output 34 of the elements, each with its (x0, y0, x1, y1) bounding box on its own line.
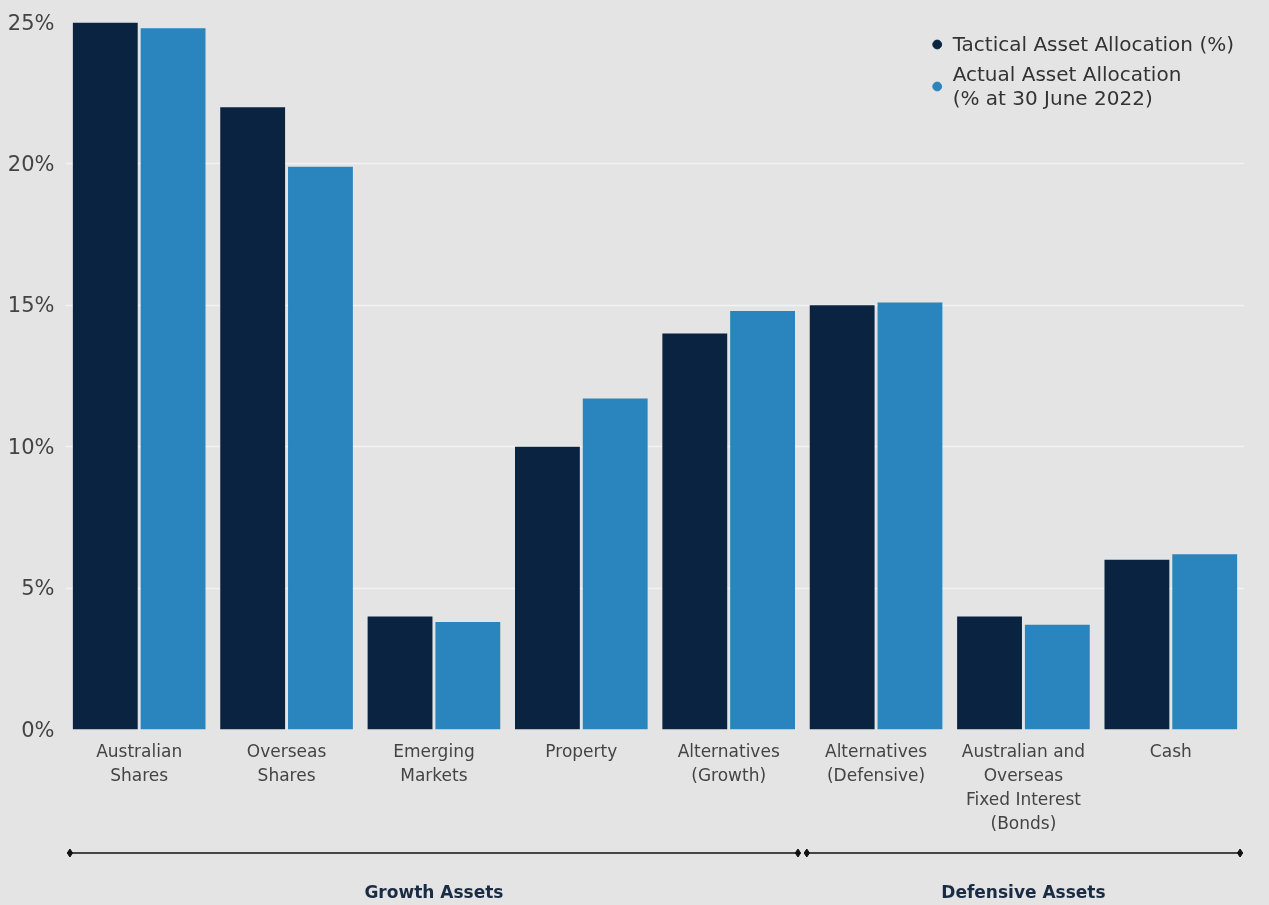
x-tick-label: Australian and Overseas Fixed Interest (Bonds) (961, 740, 1086, 833)
bar (1104, 559, 1170, 730)
text: Defensive Assets (941, 882, 1106, 902)
y-tick-label: 0% (21, 717, 55, 742)
x-tick-label: Australian Shares (96, 740, 183, 785)
y-tick-label: 25% (7, 10, 55, 35)
bar (662, 333, 728, 730)
bar (72, 22, 138, 730)
bar (1172, 554, 1238, 730)
legend-label: Actual Asset Allocation (% at 30 June 2022) (952, 62, 1182, 110)
bar (514, 446, 580, 730)
x-tick-label: Emerging Markets (393, 740, 475, 785)
bar (957, 616, 1022, 730)
bar (877, 302, 943, 730)
bar (220, 107, 286, 730)
bar (367, 616, 433, 730)
bar (582, 398, 648, 730)
bar (140, 28, 206, 730)
x-tick-label: Overseas Shares (246, 740, 327, 785)
bar (435, 622, 501, 730)
bar (730, 310, 796, 730)
bar (809, 305, 875, 730)
bar (1024, 624, 1090, 730)
x-tick-label: Cash (1149, 740, 1192, 761)
x-tick-label: Alternatives (Growth) (677, 740, 780, 785)
y-tick-label: 20% (7, 151, 55, 176)
y-tick-label: 10% (7, 434, 55, 459)
y-tick-label: 5% (21, 576, 55, 601)
bar (288, 166, 353, 730)
x-tick-label: Alternatives (Defensive) (825, 740, 928, 785)
legend-label: Tactical Asset Allocation (%) (952, 32, 1234, 56)
text: Growth Assets (364, 882, 504, 902)
y-tick-label: 15% (7, 293, 55, 318)
x-tick-label: Property (545, 740, 618, 761)
